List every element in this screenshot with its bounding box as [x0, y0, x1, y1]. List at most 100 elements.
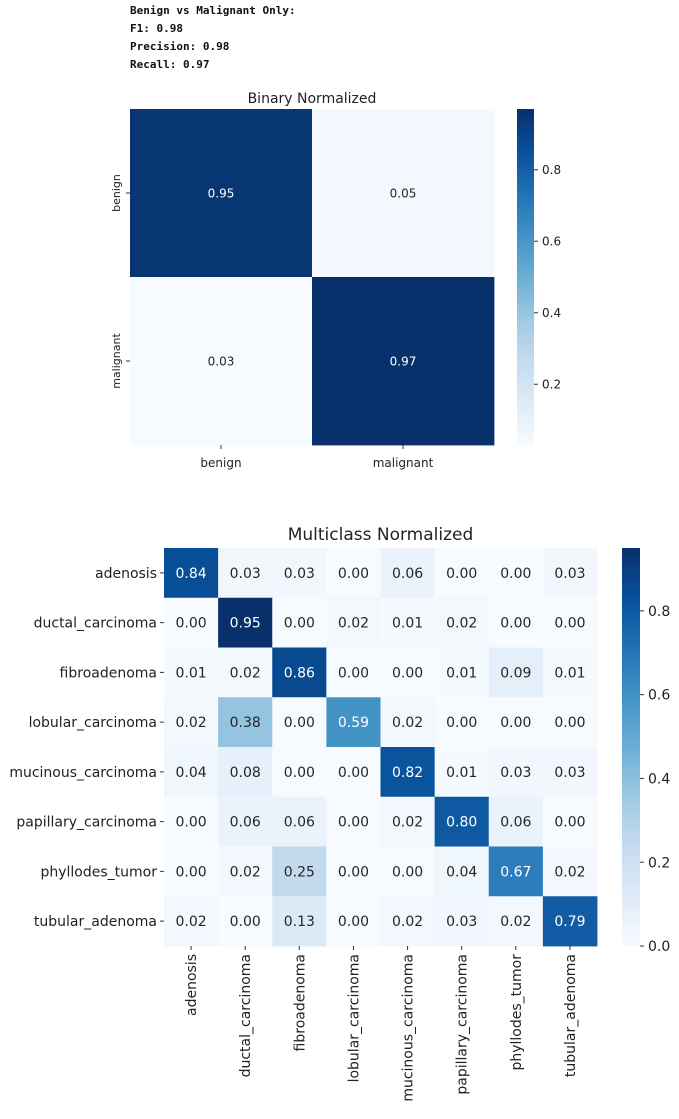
colorbar-segment [517, 403, 534, 408]
colorbar-segment [622, 926, 640, 932]
heatmap-cell [326, 647, 381, 698]
cell-label: 0.01 [554, 665, 585, 681]
cell-label: 0.01 [392, 616, 423, 632]
colorbar-segment [622, 692, 640, 698]
colorbar-segment [517, 222, 534, 228]
colorbar-segment [517, 214, 534, 219]
colorbar-tick-label: 0.0 [648, 939, 670, 955]
heatmap-cell [326, 796, 381, 847]
cell-label: 0.13 [284, 914, 315, 930]
heatmap-cell [272, 896, 327, 947]
colorbar-segment [622, 717, 640, 723]
cell-label: 0.00 [446, 566, 477, 582]
colorbar-segment [517, 310, 534, 316]
heatmap-cell [218, 548, 273, 599]
heatmap-cell [542, 697, 598, 748]
colorbar-segment [622, 841, 640, 847]
row-label: fibroadenoma [60, 665, 157, 681]
cell-label: 0.00 [175, 616, 206, 632]
heatmap-cell [218, 597, 273, 648]
heatmap-cell [434, 597, 490, 648]
colorbar-tick-label: 0.8 [542, 163, 561, 177]
heatmap-cell [326, 747, 381, 798]
cell-label: 0.02 [392, 815, 423, 831]
colorbar-segment [622, 702, 640, 708]
colorbar-segment [622, 632, 640, 639]
colorbar-segment [622, 607, 640, 614]
colorbar-segment [517, 348, 534, 354]
colorbar-segment [622, 861, 640, 867]
colorbar-segment [622, 896, 640, 902]
colorbar-segment [622, 761, 640, 768]
colorbar-segment [517, 201, 534, 207]
cell-label: 0.00 [230, 914, 261, 930]
cell-label: 0.00 [175, 864, 206, 880]
colorbar-segment [622, 791, 640, 798]
colorbar-segment [622, 722, 640, 728]
colorbar-segment [517, 352, 534, 358]
colorbar-segment [517, 197, 534, 202]
colorbar-segment [622, 562, 640, 569]
heatmap-cell [164, 647, 219, 698]
colorbar-segment [622, 582, 640, 589]
heatmap-cell [488, 796, 544, 847]
colorbar-segment [517, 230, 534, 236]
heatmap-cell [380, 896, 436, 947]
colorbar-segment [622, 697, 640, 703]
colorbar-segment [622, 796, 640, 803]
cell-label: 0.03 [230, 566, 261, 582]
colorbar-segment [622, 756, 640, 763]
heatmap-cell [326, 548, 381, 599]
cell-label: 0.67 [500, 864, 531, 880]
colorbar-segment [622, 602, 640, 609]
colorbar-segment [622, 901, 640, 907]
colorbar-segment [517, 277, 534, 282]
heatmap-cell [434, 796, 490, 847]
colorbar-segment [622, 622, 640, 629]
cell-label: 0.82 [392, 765, 423, 781]
heatmap-cell [434, 846, 490, 897]
colorbar-segment [517, 142, 534, 148]
cell-label: 0.03 [284, 566, 315, 582]
colorbar-segment [517, 155, 534, 160]
colorbar-segment [622, 712, 640, 718]
row-label: adenosis [95, 566, 157, 582]
colorbar-segment [622, 906, 640, 912]
colorbar-segment [517, 390, 534, 396]
cell-label: 0.06 [230, 815, 261, 831]
colorbar-segment [622, 687, 640, 693]
row-label: benign [110, 174, 123, 212]
colorbar-segment [622, 567, 640, 574]
colorbar-segment [517, 340, 534, 345]
heatmap-cell [164, 747, 219, 798]
colorbar-segment [517, 302, 534, 307]
cell-label: 0.08 [230, 765, 261, 781]
heatmap-cell [164, 896, 219, 947]
colorbar-segment [517, 415, 534, 421]
heatmap-cell [218, 896, 273, 947]
colorbar-segment [517, 323, 534, 328]
heatmap-cell [380, 846, 436, 897]
cell-label: 0.03 [554, 566, 585, 582]
colorbar-segment [517, 125, 534, 131]
colorbar-segment [517, 218, 534, 223]
colorbar-segment [517, 184, 534, 190]
cell-label: 0.00 [446, 715, 477, 731]
colorbar-segment [622, 776, 640, 783]
colorbar-segment [517, 319, 534, 324]
cell-label: 0.38 [230, 715, 261, 731]
colorbar-segment [517, 394, 534, 400]
heatmap-cell [542, 597, 598, 648]
heatmap-cell [488, 896, 544, 947]
colorbar-tick-label: 0.2 [648, 855, 670, 871]
colorbar-segment [517, 256, 534, 261]
colorbar-segment [517, 209, 534, 215]
cell-label: 0.00 [338, 864, 369, 880]
colorbar-segment [622, 811, 640, 818]
cell-label: 0.59 [338, 715, 369, 731]
cell-label: 0.02 [175, 914, 206, 930]
colorbar-segment [622, 766, 640, 773]
colorbar-segment [517, 386, 534, 391]
heatmap-cell [164, 796, 219, 847]
cell-label: 0.00 [500, 616, 531, 632]
